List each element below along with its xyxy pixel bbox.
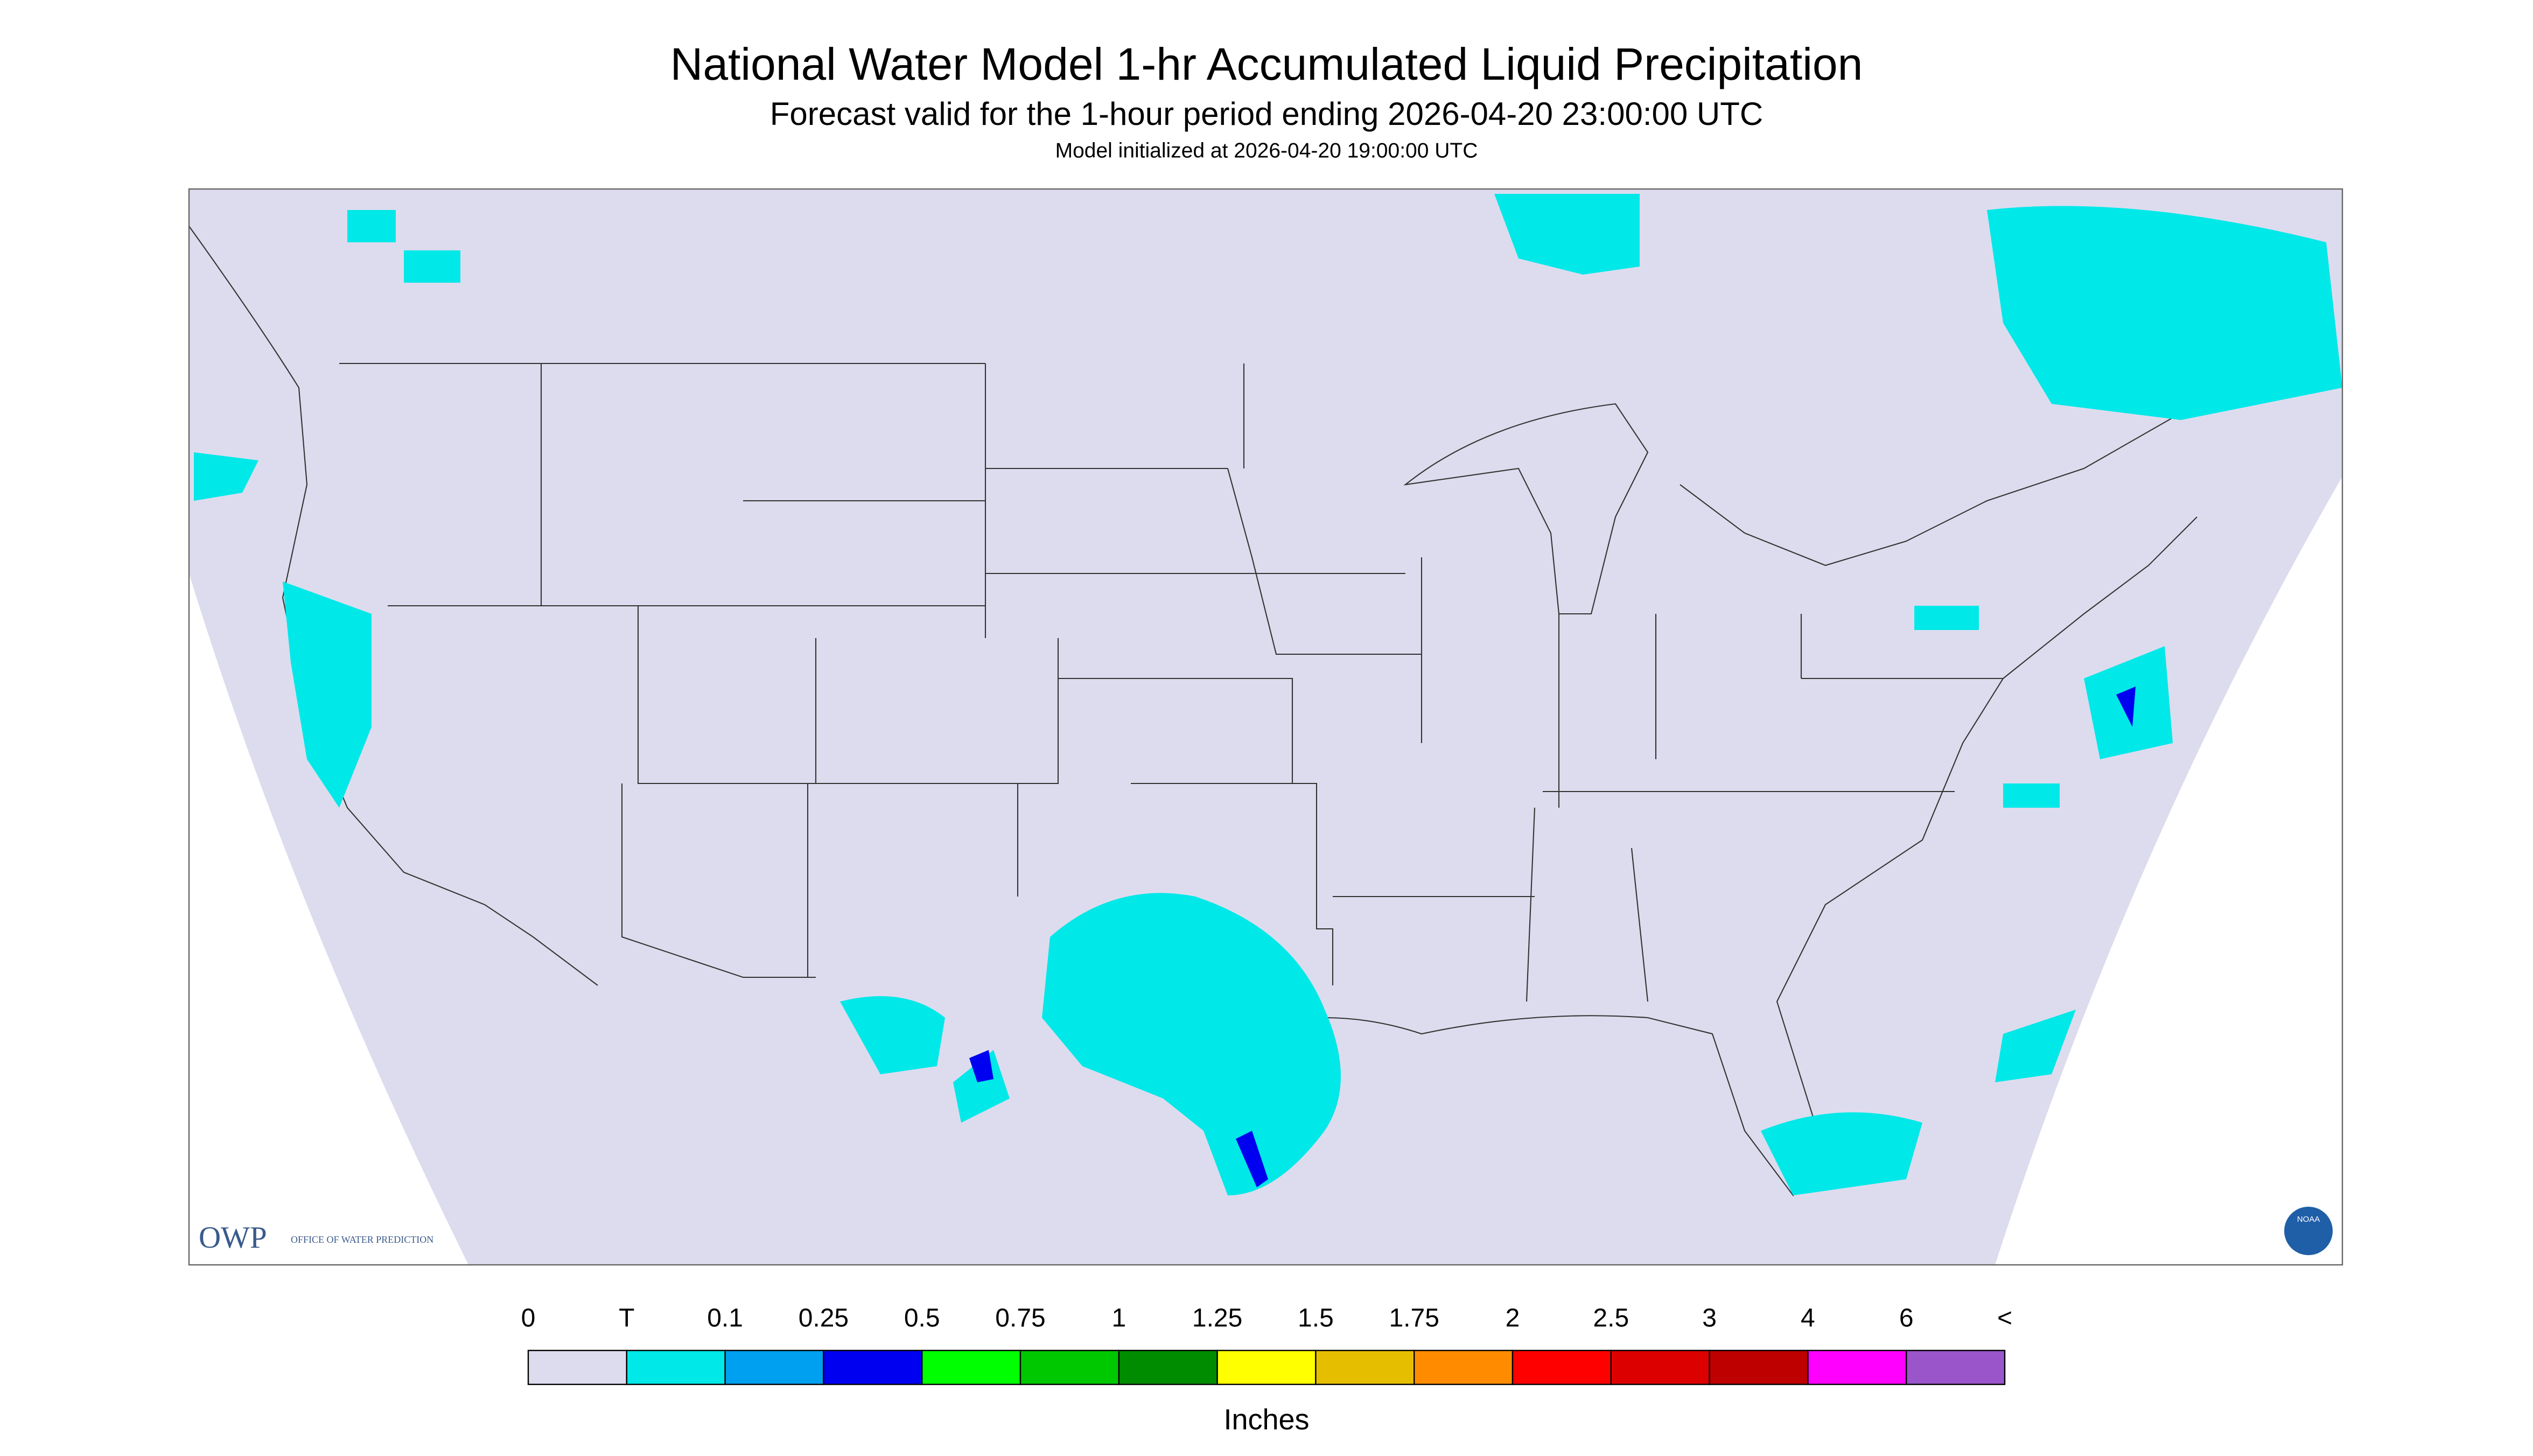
- legend-label: 1.5: [1298, 1304, 1334, 1333]
- owp-name: OFFICE OF WATER PREDICTION: [291, 1234, 433, 1245]
- precipitation: [194, 194, 2342, 1196]
- noaa-logo-text: NOAA: [2297, 1215, 2320, 1224]
- legend-swatch: [1905, 1349, 2006, 1385]
- init-note: Model initialized at 2026-04-20 19:00:00…: [1055, 139, 1478, 162]
- legend-label: 0.1: [707, 1304, 743, 1333]
- legend-label: 0: [521, 1304, 536, 1333]
- legend-label: 6: [1899, 1304, 1914, 1333]
- legend-label: 1.25: [1192, 1304, 1242, 1333]
- legend: 0 T 0.1 0.25 0.5 0.75 1 1.25 1.5 1.75 2 2.5 3 4 6 <: [521, 1304, 2012, 1385]
- legend-swatch: [1019, 1349, 1120, 1385]
- map: OWP OFFICE OF WATER PREDICTION NOAA: [188, 188, 2343, 1266]
- legend-swatch: [1118, 1349, 1218, 1385]
- legend-label: 3: [1702, 1304, 1717, 1333]
- legend-swatch: [724, 1349, 824, 1385]
- map-frame: [188, 188, 2343, 1266]
- legend-swatch: [1414, 1349, 1514, 1385]
- legend-swatch: [1216, 1349, 1317, 1385]
- legend-swatch: [823, 1349, 923, 1385]
- legend-swatch: [626, 1349, 726, 1385]
- legend-label: 4: [1801, 1304, 1815, 1333]
- legend-swatch: [1512, 1349, 1612, 1385]
- legend-label: 0.25: [799, 1304, 849, 1333]
- legend-label: 0.5: [904, 1304, 940, 1333]
- legend-unit: Inches: [1223, 1403, 1309, 1436]
- legend-label: 0.75: [995, 1304, 1045, 1333]
- legend-swatch: [527, 1349, 628, 1385]
- legend-swatch: [1709, 1349, 1809, 1385]
- noaa-logo: [2284, 1207, 2333, 1256]
- subtitle: Forecast valid for the 1-hour period end…: [770, 96, 1763, 132]
- owp-logo: OWP: [199, 1221, 267, 1255]
- legend-label: T: [619, 1304, 634, 1333]
- legend-label: 2: [1506, 1304, 1520, 1333]
- legend-swatch: [1610, 1349, 1710, 1385]
- legend-label: 2.5: [1593, 1304, 1629, 1333]
- legend-label: 1.75: [1389, 1304, 1439, 1333]
- model-domain: [189, 189, 2342, 1265]
- legend-swatch: [1315, 1349, 1415, 1385]
- title: National Water Model 1-hr Accumulated Li…: [670, 39, 1863, 89]
- legend-label: <: [1997, 1304, 2012, 1333]
- legend-swatch: [921, 1349, 1021, 1385]
- legend-swatch: [1807, 1349, 1907, 1385]
- legend-label: 1: [1111, 1304, 1126, 1333]
